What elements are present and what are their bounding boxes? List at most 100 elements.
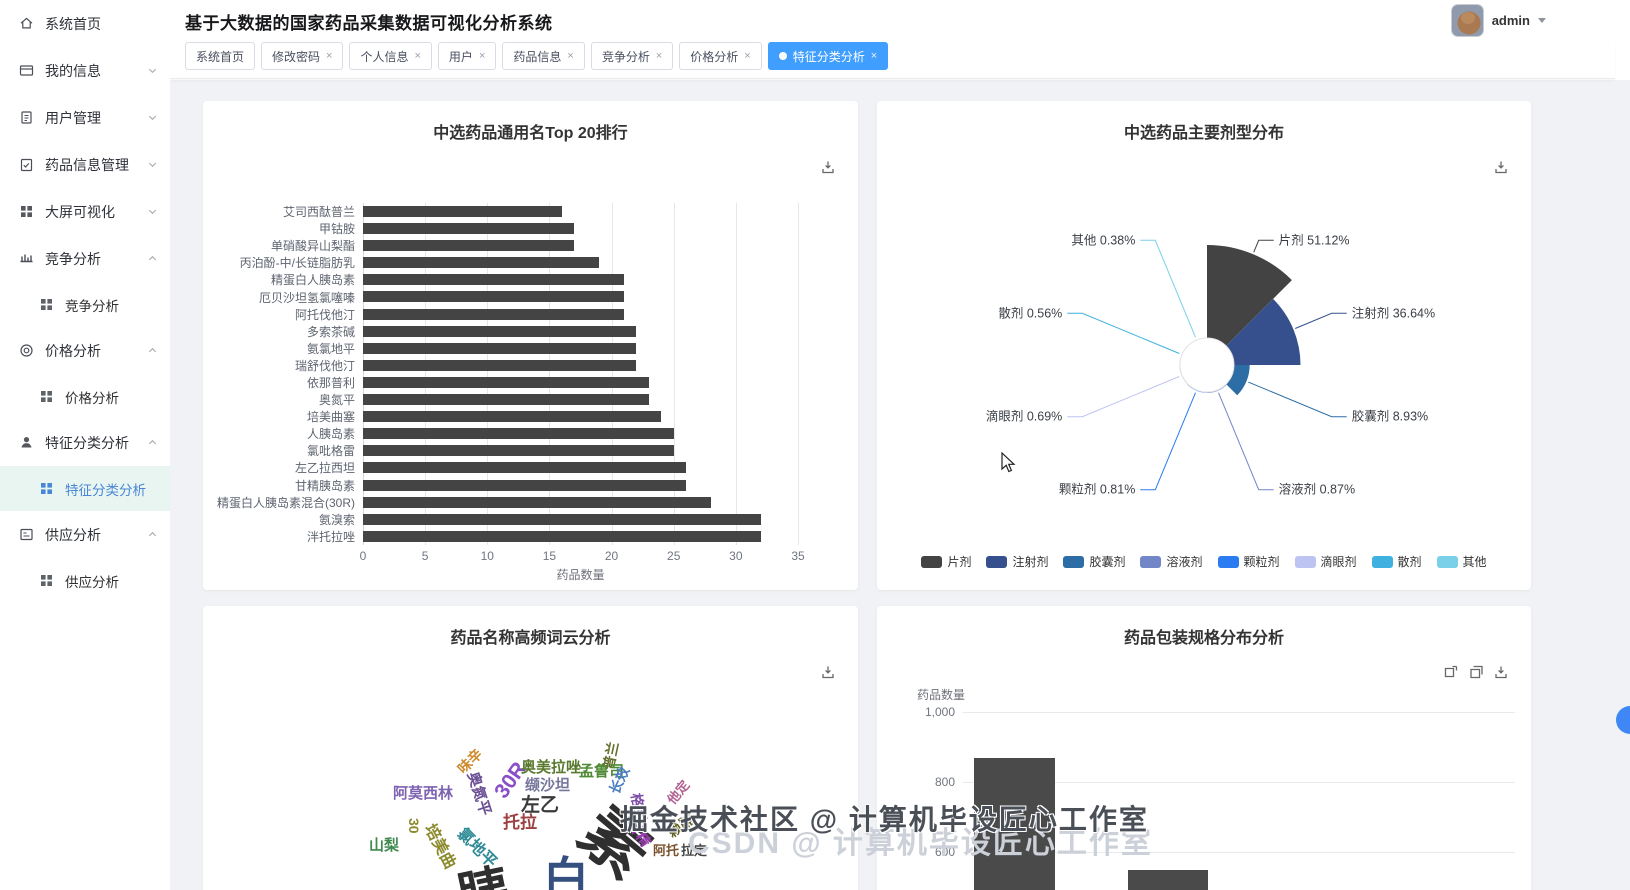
main-header: 基于大数据的国家药品采集数据可视化分析系统 admin <box>170 0 1630 42</box>
sidebar-subitem-7[interactable]: 特征分类分析 <box>0 466 170 511</box>
rose-label: 片剂 51.12% <box>1279 232 1350 247</box>
legend-item-0[interactable]: 片剂 <box>921 553 971 570</box>
bar-row: 艾司西酞普兰 <box>203 203 858 220</box>
tab-close-icon[interactable]: × <box>414 49 421 62</box>
user-menu[interactable]: admin <box>1450 4 1546 37</box>
rose-sector-0[interactable] <box>1207 244 1292 365</box>
tab-3[interactable]: 用户 × <box>437 42 497 70</box>
bar-category-label: 厄贝沙坦氢氯噻嗪 <box>258 290 355 305</box>
sidebar-item-5[interactable]: 竞争分析 <box>0 235 170 282</box>
legend-item-7[interactable]: 其他 <box>1436 553 1487 570</box>
bar-category-label: 氯吡格雷 <box>306 444 355 459</box>
restore-icon[interactable] <box>1468 664 1484 680</box>
sidebar-item-0[interactable]: 系统首页 <box>0 0 170 47</box>
floating-action-button[interactable] <box>1616 706 1630 734</box>
bar <box>363 308 624 320</box>
bar-category-label: 人胰岛素 <box>306 427 355 442</box>
bar-category-label: 泮托拉唑 <box>306 529 355 544</box>
bar <box>363 428 674 440</box>
supply-doc-icon <box>18 526 35 543</box>
tab-close-icon[interactable]: × <box>655 49 663 62</box>
tab-0[interactable]: 系统首页 <box>185 42 256 70</box>
download-icon[interactable] <box>820 664 836 680</box>
bar-category-label: 奥氮平 <box>318 393 355 408</box>
bar <box>363 445 674 457</box>
rose-label: 溶液剂 0.87% <box>1279 482 1355 497</box>
bar-row: 依那普利 <box>203 374 858 391</box>
legend-label: 片剂 <box>947 555 972 569</box>
grid-icon <box>38 480 55 497</box>
sidebar-item-label: 药品信息管理 <box>45 156 129 173</box>
wordcloud-word: 缬沙坦 <box>525 777 571 794</box>
bar-row: 培美曲塞 <box>203 408 858 425</box>
sidebar-item-label: 竞争分析 <box>45 250 101 267</box>
bar <box>363 223 575 235</box>
page-title: 基于大数据的国家药品采集数据可视化分析系统 <box>185 14 553 33</box>
sidebar-item-7[interactable]: 特征分类分析 <box>0 419 170 466</box>
bar <box>363 257 600 269</box>
user-manage-icon <box>18 109 35 126</box>
sidebar-item-2[interactable]: 用户管理 <box>0 94 170 141</box>
bar-track <box>363 323 798 340</box>
x-tick-label: 10 <box>480 549 494 563</box>
legend-item-4[interactable]: 颗粒剂 <box>1217 553 1280 570</box>
tab-1[interactable]: 修改密码 × <box>261 42 344 70</box>
download-icon[interactable] <box>820 159 836 175</box>
price-target-icon <box>18 342 35 359</box>
legend-item-5[interactable]: 滴眼剂 <box>1294 553 1357 570</box>
tab-close-icon[interactable]: × <box>326 49 333 62</box>
tab-label: 价格分析 <box>690 49 739 64</box>
bar <box>363 206 562 217</box>
bar-category-label: 左乙拉西坦 <box>294 461 355 476</box>
card-top20-bar-chart: 中选药品通用名Top 20排行 艾司西酞普兰 甲钴胺 单硝酸异山梨酯 丙泊酚-中/长链… <box>203 101 858 590</box>
sidebar-subitem-8[interactable]: 供应分析 <box>0 558 170 603</box>
bar-track <box>363 408 798 425</box>
avatar[interactable] <box>1450 4 1484 37</box>
y-tick-label: 600 <box>934 845 955 859</box>
tab-close-icon[interactable]: × <box>870 49 878 62</box>
card-wordcloud: 药品名称高频词云分析 阿莫西林 味辛 奥氮平 30R 奥美拉唑 缬沙坦 左乙 托拉 普兰 孟鲁司长… <box>203 606 858 890</box>
rose-sector-1[interactable] <box>1207 298 1301 365</box>
tab-close-icon[interactable]: × <box>478 49 486 62</box>
wordcloud: 阿莫西林 味辛 奥氮平 30R 奥美拉唑 缬沙坦 左乙 托拉 普兰 孟鲁司 长效素格列 他定 甘精 赖脯阿… <box>203 726 858 890</box>
bar-row: 氯吡格雷 <box>203 442 858 459</box>
tab-7[interactable]: 特征分类分析 × <box>767 42 889 70</box>
bar <box>363 240 575 252</box>
datazoom-icon[interactable] <box>1443 664 1459 680</box>
mouse-cursor <box>1001 452 1016 473</box>
sidebar-item-label: 价格分析 <box>45 342 101 359</box>
sidebar-item-8[interactable]: 供应分析 <box>0 511 170 558</box>
bar <box>363 342 637 354</box>
bar <box>363 274 624 286</box>
profile-card-icon <box>18 62 35 79</box>
tab-4[interactable]: 药品信息 × <box>502 42 585 70</box>
sidebar-item-6[interactable]: 价格分析 <box>0 327 170 374</box>
wordcloud-word: 拉定 <box>681 843 708 858</box>
legend-label: 注射剂 <box>1012 555 1049 569</box>
bar <box>363 530 761 542</box>
tab-6[interactable]: 价格分析 × <box>679 42 762 70</box>
tab-2[interactable]: 个人信息 × <box>349 42 432 70</box>
legend-item-2[interactable]: 胶囊剂 <box>1063 553 1125 570</box>
sidebar-subitem-6[interactable]: 价格分析 <box>0 374 170 419</box>
download-icon[interactable] <box>1493 159 1509 175</box>
x-tick-label: 15 <box>542 549 557 563</box>
legend-item-3[interactable]: 溶液剂 <box>1140 553 1203 570</box>
sidebar-subitem-5[interactable]: 竞争分析 <box>0 282 170 327</box>
y-gridline <box>963 852 1515 853</box>
sidebar-item-1[interactable]: 我的信息 <box>0 47 170 94</box>
download-icon[interactable] <box>1493 664 1509 680</box>
chart1-x-axis: 0 5 10 15 20 25 30 35 <box>360 549 805 565</box>
sidebar-item-4[interactable]: 大屏可视化 <box>0 188 170 235</box>
tab-close-icon[interactable]: × <box>744 49 751 62</box>
bar <box>363 325 637 337</box>
sidebar-item-3[interactable]: 药品信息管理 <box>0 141 170 188</box>
tab-label: 药品信息 <box>513 49 562 64</box>
tab-close-icon[interactable]: × <box>567 49 574 62</box>
bar-track <box>363 254 798 271</box>
legend-label: 滴眼剂 <box>1320 555 1357 569</box>
x-tick-label: 20 <box>604 549 619 563</box>
legend-item-6[interactable]: 散剂 <box>1371 553 1422 570</box>
legend-item-1[interactable]: 注射剂 <box>986 553 1048 570</box>
tab-5[interactable]: 竞争分析 × <box>590 42 674 70</box>
